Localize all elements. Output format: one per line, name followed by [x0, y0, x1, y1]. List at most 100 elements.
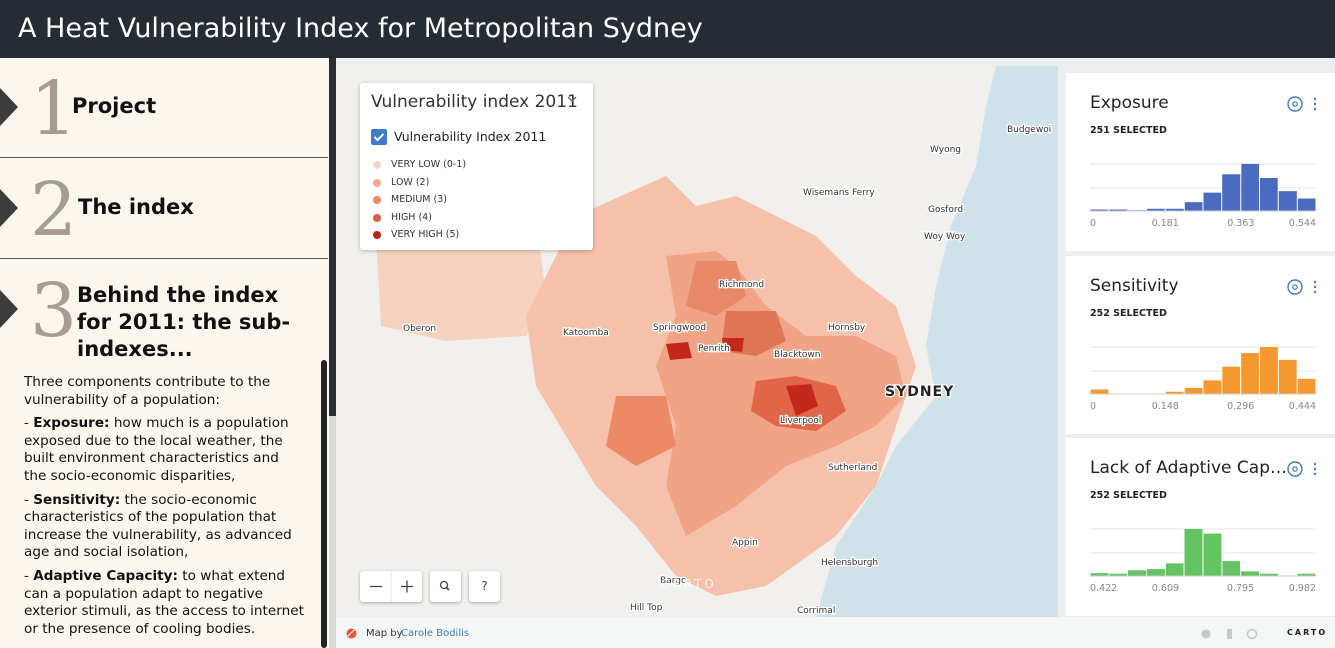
help-button[interactable]: ?: [469, 571, 500, 602]
widget-icons[interactable]: [1286, 278, 1318, 296]
icon: [1313, 290, 1317, 294]
place-label: Wyong: [930, 145, 961, 155]
x-tick-label: 0.544: [1289, 218, 1316, 229]
scrollbar[interactable]: [321, 360, 327, 648]
icon: [1292, 101, 1298, 107]
place-label: Woy Woy: [924, 232, 966, 242]
author-link[interactable]: Carole Bodilis: [401, 628, 470, 639]
footer: Map by Carole Bodilis CARTO: [336, 617, 1335, 648]
bar: [1184, 387, 1203, 394]
legend-swatch: [373, 178, 381, 187]
icon: [1313, 462, 1317, 466]
icon: [1313, 102, 1317, 106]
legend: Vulnerability index 2011 Vulnerability I…: [360, 83, 593, 250]
legend-label: MEDIUM (3): [391, 194, 447, 205]
legend-label: HIGH (4): [391, 211, 432, 223]
place-label: Gosford: [928, 205, 963, 215]
widget-title: Sensitivity: [1090, 276, 1179, 296]
icon: [1287, 279, 1303, 295]
histogram: 0 0.148 0.296 0.444: [1090, 346, 1316, 412]
legend-swatch: [373, 161, 381, 169]
icon: [1287, 96, 1303, 112]
sidebar: 1 Project 2 The index 3 Behind the index fo…: [0, 58, 330, 648]
checkbox[interactable]: [371, 129, 387, 145]
x-tick-label: 0: [1090, 401, 1096, 412]
place-label: Blacktown: [774, 350, 820, 360]
icon: [1313, 97, 1317, 101]
widget-icons[interactable]: [1286, 460, 1318, 478]
bar: [1184, 202, 1203, 211]
bar: [1203, 533, 1222, 576]
bar: [1203, 192, 1222, 211]
icon: [1313, 107, 1317, 111]
section[interactable]: 3 Behind the index for 2011: the sub-inde…: [0, 260, 328, 361]
icon: [1292, 466, 1298, 472]
text: the socio-economic characteristics of th…: [24, 491, 292, 561]
legend-title: Vulnerability Index 2011: [394, 129, 547, 144]
section[interactable]: 2 The index: [0, 159, 328, 259]
x-tick-label: 0.609: [1152, 583, 1179, 594]
layer-selector[interactable]: Vulnerability index 2011: [371, 92, 578, 112]
place-label: Corrimal: [797, 606, 835, 616]
share-icons[interactable]: [1200, 628, 1260, 640]
bar: [1090, 573, 1109, 576]
bar: [1222, 174, 1241, 211]
section-number: 1: [30, 66, 78, 152]
text: how much is a population exposed due to …: [24, 415, 289, 484]
x-tick-label: 0.982: [1289, 583, 1316, 594]
widget: Lack of Adaptive Capacity 252 SELECTED 0.4…: [1066, 438, 1335, 616]
place-label: Richmond: [719, 280, 764, 290]
place-label: Sutherland: [828, 463, 877, 473]
widget-title: Exposure: [1090, 93, 1169, 113]
section-title: Behind the index for 2011: the sub-index…: [77, 283, 291, 361]
x-tick-label: 0.444: [1289, 401, 1316, 412]
bar: [1241, 164, 1259, 211]
icon: [1313, 467, 1317, 471]
bar: [1203, 380, 1222, 394]
search-button[interactable]: [430, 571, 461, 602]
x-tick-label: 0: [1090, 218, 1096, 229]
bar: [1165, 208, 1184, 211]
sea: [816, 66, 1058, 617]
x-tick-label: 0.422: [1090, 583, 1117, 594]
icon: [1287, 461, 1303, 477]
legend-label: VERY HIGH (5): [391, 229, 460, 240]
bar: [1165, 563, 1184, 576]
histogram: 0.422 0.609 0.795 0.982: [1090, 528, 1316, 594]
watermark: CARTO: [661, 577, 717, 591]
bar: [1260, 177, 1278, 211]
x-tick-label: 0.296: [1227, 401, 1254, 412]
label: Exposure:: [33, 415, 110, 432]
region: [722, 338, 744, 352]
bar: [1297, 573, 1316, 576]
bar: [1184, 529, 1203, 576]
icon: [1313, 285, 1317, 289]
chevron[interactable]: [567, 95, 577, 103]
title: A Heat Vulnerability Index for Metropoli…: [18, 13, 703, 44]
carto-icon: [346, 628, 357, 639]
item: - Sensitivity: the socio-economic charac…: [24, 492, 304, 562]
legend-label: VERY LOW (0-1): [391, 159, 467, 170]
item: - Exposure: how much is a population exp…: [24, 415, 304, 485]
place-label: Penrith: [698, 344, 730, 354]
arrow: [0, 189, 18, 227]
place-label: Helensburgh: [821, 558, 878, 568]
x-tick-label: 0.795: [1227, 583, 1254, 594]
bar: [1165, 391, 1184, 394]
section[interactable]: 1 Project: [0, 58, 328, 158]
widget-icons[interactable]: [1286, 95, 1318, 113]
bar: [1297, 378, 1316, 394]
divider: [329, 58, 336, 416]
section-number: 2: [30, 167, 78, 253]
section-title: Project: [72, 94, 157, 118]
icon: [1313, 280, 1317, 284]
legend-label: LOW (2): [391, 176, 430, 188]
bar: [1222, 561, 1241, 576]
x-tick-label: 0.148: [1152, 401, 1179, 412]
label: Adaptive Capacity:: [33, 567, 178, 584]
bar: [1278, 359, 1297, 394]
bar: [1147, 208, 1165, 211]
zoom-controls: [360, 571, 422, 602]
bar: [1222, 366, 1241, 394]
